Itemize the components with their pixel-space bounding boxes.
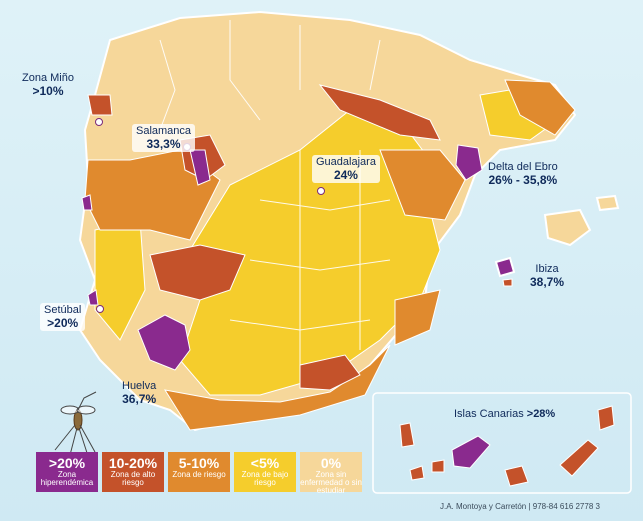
province-borders [159,20,391,380]
label-delta-value: 26% - 35,8% [488,172,558,187]
mallorca [543,208,592,247]
label-canarias-name: Islas Canarias [454,408,524,420]
label-setubal-name: Setúbal [44,304,82,316]
label-mino-name: Zona Miño [22,72,74,84]
label-canarias: Islas Canarias >28% [454,408,555,420]
hyper-west [81,194,93,211]
label-salamanca: Salamanca 33,3% [132,124,196,153]
legend-item-high: 10-20% Zona de alto riesgo [102,452,164,492]
medium-risk-south [163,344,391,431]
ibiza [494,256,516,278]
label-huelva-value: 36,7% [122,391,157,406]
label-delta: Delta del Ebro 26% - 35,8% [488,161,558,187]
guadalajara-marker [317,187,325,195]
formentera [502,278,513,287]
hyper-setubal [87,289,99,306]
label-salamanca-value: 33,3% [146,136,181,151]
medium-risk-northeast [504,79,576,136]
label-guadalajara-value: 24% [333,167,358,182]
label-guadalajara-name: Guadalajara [316,156,376,168]
medium-risk-southeast [394,289,441,346]
legend-pct: >20% [48,455,86,471]
label-setubal-value: >20% [47,315,79,330]
legend-pct: 10-20% [108,455,158,471]
legend-desc: Zona de alto riesgo [110,470,156,487]
el-hierro [409,465,425,481]
label-ibiza-value: 38,7% [530,274,565,289]
legend-desc: Zona sin enfermedad o sin estudiar [300,470,362,495]
legend-item-low: <5% Zona de bajo riesgo [234,452,296,492]
label-huelva: Huelva 36,7% [122,380,157,406]
high-risk-mino [87,94,113,116]
fuerteventura [559,439,599,477]
mosquito-icon [54,391,97,457]
legend-item-medium: 5-10% Zona de riesgo [168,452,230,492]
mino-marker [95,118,103,126]
tenerife [451,435,491,469]
label-canarias-value: >28% [526,408,556,420]
legend-item-none: 0% Zona sin enfermedad o sin estudiar [300,452,362,495]
gran-canaria [504,465,529,487]
menorca [595,194,620,212]
hyper-delta [455,144,483,181]
label-ibiza-name: Ibiza [535,263,559,275]
legend-desc: Zona de bajo riesgo [241,470,289,487]
legend-pct: 0% [320,455,342,471]
hyper-huelva [137,314,191,371]
hyper-salamanca [189,149,211,186]
label-ibiza: Ibiza 38,7% [530,263,565,289]
high-risk-extremadura [149,244,246,301]
setubal-marker [96,305,104,313]
canarias-inset [372,392,632,494]
la-gomera [431,459,445,473]
legend-item-hyper: >20% Zona hiperendémica [36,452,98,492]
legend-pct: 5-10% [178,455,220,471]
legend-desc: Zona de riesgo [172,470,226,479]
label-setubal: Setúbal >20% [40,303,86,332]
medium-risk-east [379,149,466,221]
label-guadalajara: Guadalajara 24% [312,155,380,184]
legend-pct: <5% [250,455,280,471]
high-risk-pyrenees [318,84,441,141]
label-delta-name: Delta del Ebro [488,161,558,173]
label-mino-value: >10% [32,83,64,98]
high-risk-southeast [299,354,361,391]
lanzarote [597,405,615,431]
legend-desc: Zona hiperendémica [40,470,94,487]
label-mino: Zona Miño >10% [22,72,74,98]
label-salamanca-name: Salamanca [136,125,192,137]
la-palma [399,422,415,448]
label-huelva-name: Huelva [122,380,157,392]
credit-line: J.A. Montoya y Carretón | 978-84 616 277… [440,502,600,511]
